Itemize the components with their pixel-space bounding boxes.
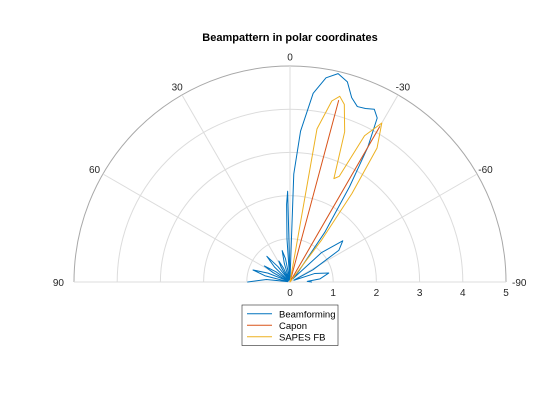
polar-grid: [73, 65, 507, 283]
theta-tick-label: -30: [396, 83, 411, 94]
radius-tick-label: 4: [460, 288, 466, 299]
theta-tick-label: 60: [89, 165, 101, 176]
radius-tick-label: 5: [503, 288, 509, 299]
theta-tick-label: -90: [512, 278, 527, 289]
radius-tick-label: 1: [330, 288, 336, 299]
chart-title: Beampattern in polar coordinates: [202, 32, 377, 44]
radius-tick-label: 0: [287, 288, 293, 299]
theta-tick-labels: 0 30 -30 60 -60 90 -90: [53, 52, 527, 289]
theta-tick-label: 30: [172, 83, 184, 94]
grid-spoke: [102, 173, 291, 283]
theta-tick-label: -60: [478, 165, 493, 176]
data-series: [247, 73, 383, 283]
theta-tick-label: 90: [53, 278, 65, 289]
grid-spoke: [181, 94, 291, 283]
radius-tick-label: 2: [374, 288, 380, 299]
legend-label: Beamforming: [279, 309, 336, 320]
radius-tick-label: 3: [417, 288, 423, 299]
theta-tick-label: 0: [287, 52, 293, 63]
legend-label: SAPES FB: [279, 332, 325, 343]
radius-tick-labels: 0 1 2 3 4 5: [287, 288, 509, 299]
series-line-sapes-fb: [289, 95, 383, 283]
legend-label: Capon: [279, 321, 307, 332]
